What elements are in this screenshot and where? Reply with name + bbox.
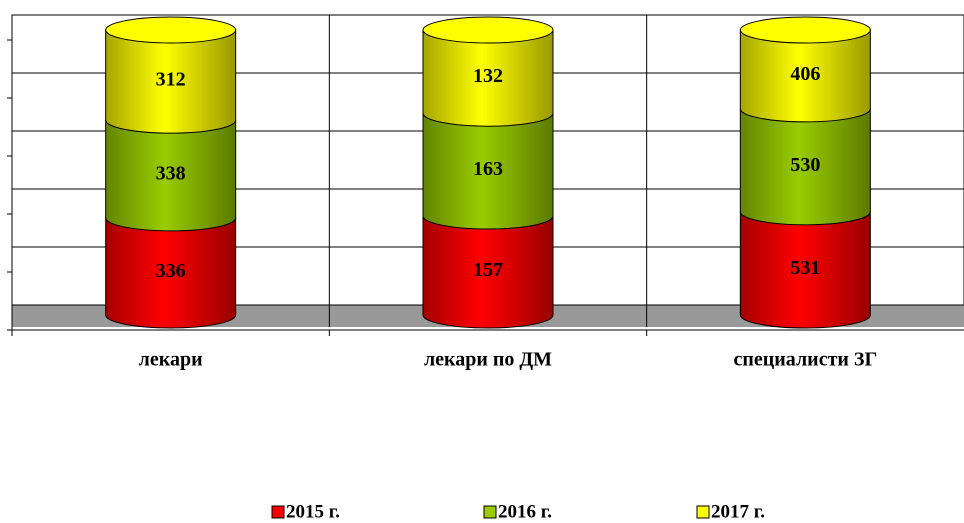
cylinder-top	[422, 16, 554, 44]
cylinder-top	[105, 16, 237, 44]
segment-shade	[105, 120, 236, 231]
segment-shade	[740, 108, 871, 225]
cylinder-top	[739, 16, 871, 44]
data-label: 530	[790, 154, 820, 176]
cylinder-segment	[422, 215, 554, 329]
legend-label: 2015 г.	[286, 501, 340, 522]
cylinder-segment	[422, 29, 554, 127]
segment-shade	[423, 216, 553, 328]
data-label: 132	[473, 65, 503, 87]
cylinder-segment	[739, 108, 871, 226]
data-label: 338	[156, 163, 186, 185]
cylinder-segment	[105, 119, 237, 232]
cylinder-segment	[105, 29, 237, 134]
cylinder-segment	[739, 211, 871, 329]
cylinder-segment	[105, 217, 237, 329]
segment-shade	[105, 30, 236, 134]
x-tick-label: лекари	[139, 349, 203, 371]
legend-swatch	[271, 505, 285, 519]
cylinder-segment	[422, 112, 554, 230]
x-tick-label: лекари по ДМ	[424, 349, 552, 371]
x-tick-label: специалисти ЗГ	[733, 349, 877, 371]
data-label: 531	[790, 257, 820, 279]
data-label: 163	[473, 158, 503, 180]
data-label: 406	[790, 63, 820, 85]
segment-shade	[423, 30, 553, 127]
data-label: 157	[473, 259, 503, 281]
segment-shade	[740, 30, 871, 122]
segment-shade	[740, 211, 871, 328]
data-label: 312	[156, 69, 186, 91]
data-label: 336	[156, 260, 186, 282]
legend-swatch	[483, 505, 497, 519]
legend-swatch	[696, 505, 710, 519]
segment-shade	[423, 113, 553, 230]
legend-label: 2016 г.	[498, 501, 552, 522]
cylinder-segment	[739, 29, 871, 123]
legend-label: 2017 г.	[711, 501, 765, 522]
segment-shade	[105, 217, 236, 328]
